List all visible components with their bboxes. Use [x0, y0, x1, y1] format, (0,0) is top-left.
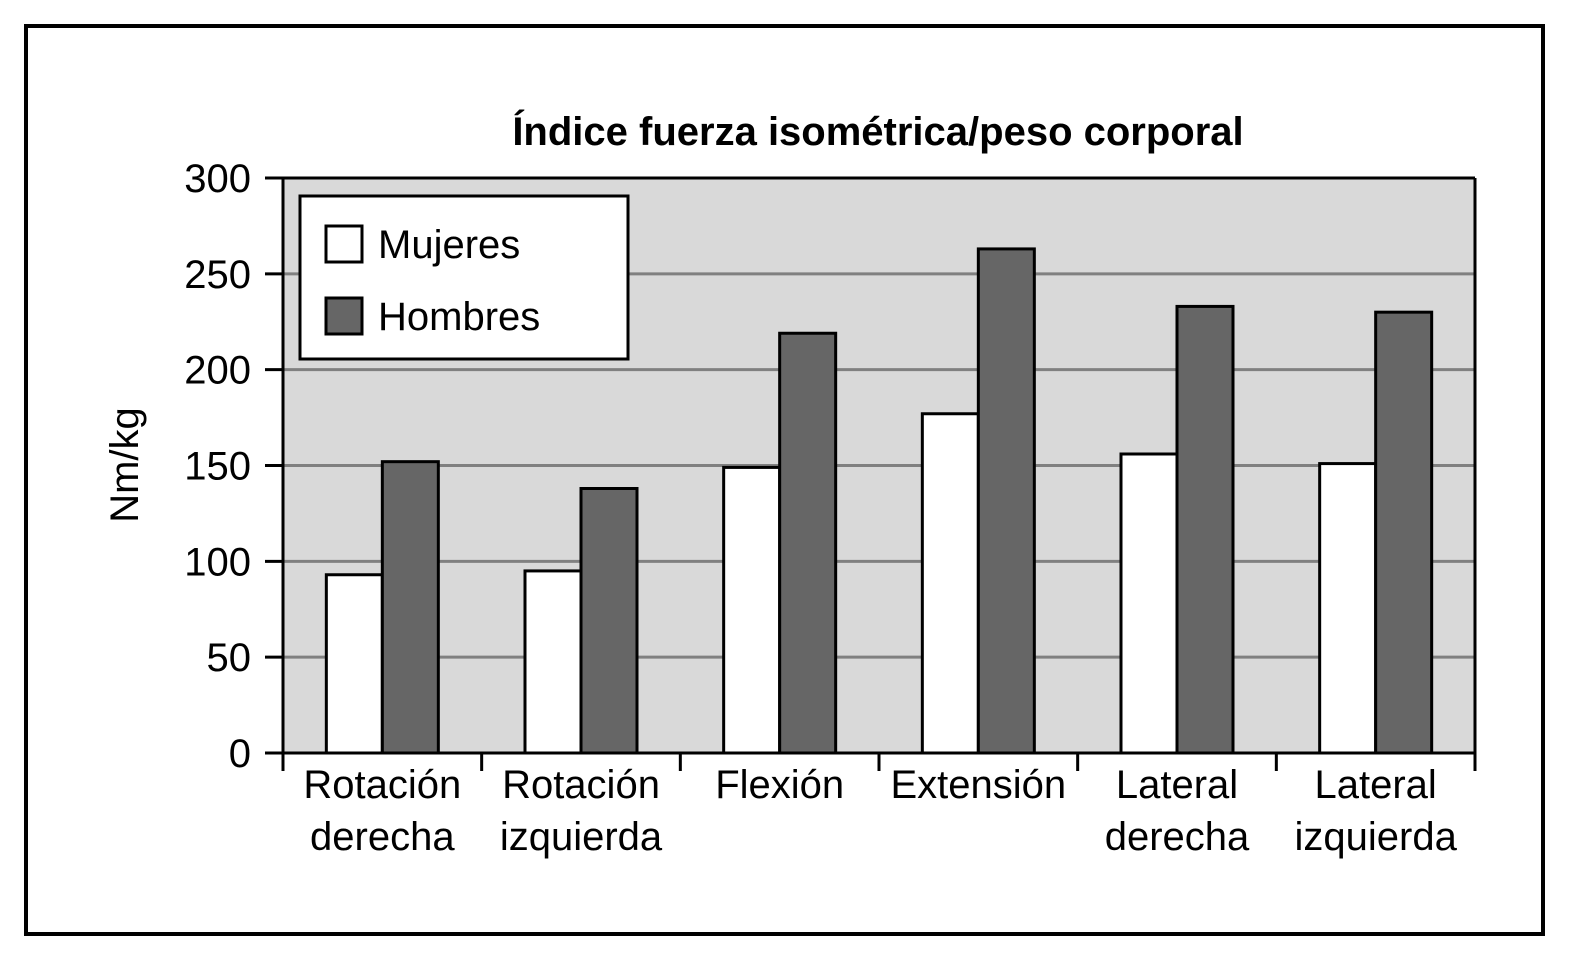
bar-hombres-3 — [778, 331, 838, 755]
y-tick-label: 50 — [207, 636, 252, 680]
x-tick-label: derecha — [1105, 815, 1250, 859]
legend-label-hombres: Hombres — [378, 295, 540, 339]
y-tick-label: 100 — [184, 540, 251, 584]
y-tick-label: 150 — [184, 445, 251, 489]
x-tick-label: Rotación — [502, 763, 660, 807]
bar-mujeres-5 — [1119, 452, 1179, 755]
x-tick-label: Extensión — [890, 763, 1066, 807]
bar-hombres-4 — [976, 247, 1036, 755]
x-tick-label: Lateral — [1315, 763, 1437, 807]
chart-title: Índice fuerza isométrica/peso corporal — [512, 109, 1243, 154]
bar-hombres-1 — [380, 460, 440, 755]
x-tick-label: izquierda — [500, 815, 663, 859]
legend-swatch-hombres — [324, 296, 364, 336]
y-tick-label: 250 — [184, 253, 251, 297]
bar-hombres-5 — [1175, 304, 1235, 755]
chart-body: 0 50 100 150 200 250 300 Rotación derecha Rotació… — [184, 157, 1477, 859]
y-tick-label: 200 — [184, 349, 251, 393]
x-tick-label: Flexión — [715, 763, 844, 807]
y-tick-label: 300 — [184, 157, 251, 201]
legend-label-mujeres: Mujeres — [378, 223, 520, 267]
bar-hombres-2 — [579, 487, 639, 755]
bar-mujeres-3 — [722, 465, 782, 755]
x-tick-label: Rotación — [303, 763, 461, 807]
legend-swatch-mujeres — [324, 224, 364, 264]
bar-mujeres-6 — [1318, 462, 1378, 755]
y-axis-label: Nm/kg — [103, 407, 147, 523]
x-tick-label: derecha — [310, 815, 455, 859]
bar-mujeres-4 — [920, 412, 980, 755]
bar-hombres-6 — [1374, 310, 1434, 755]
bar-mujeres-2 — [523, 569, 583, 755]
bar-mujeres-1 — [324, 573, 384, 755]
x-tick-label: izquierda — [1295, 815, 1458, 859]
y-tick-label: 0 — [229, 732, 251, 776]
x-tick-label: Lateral — [1116, 763, 1238, 807]
